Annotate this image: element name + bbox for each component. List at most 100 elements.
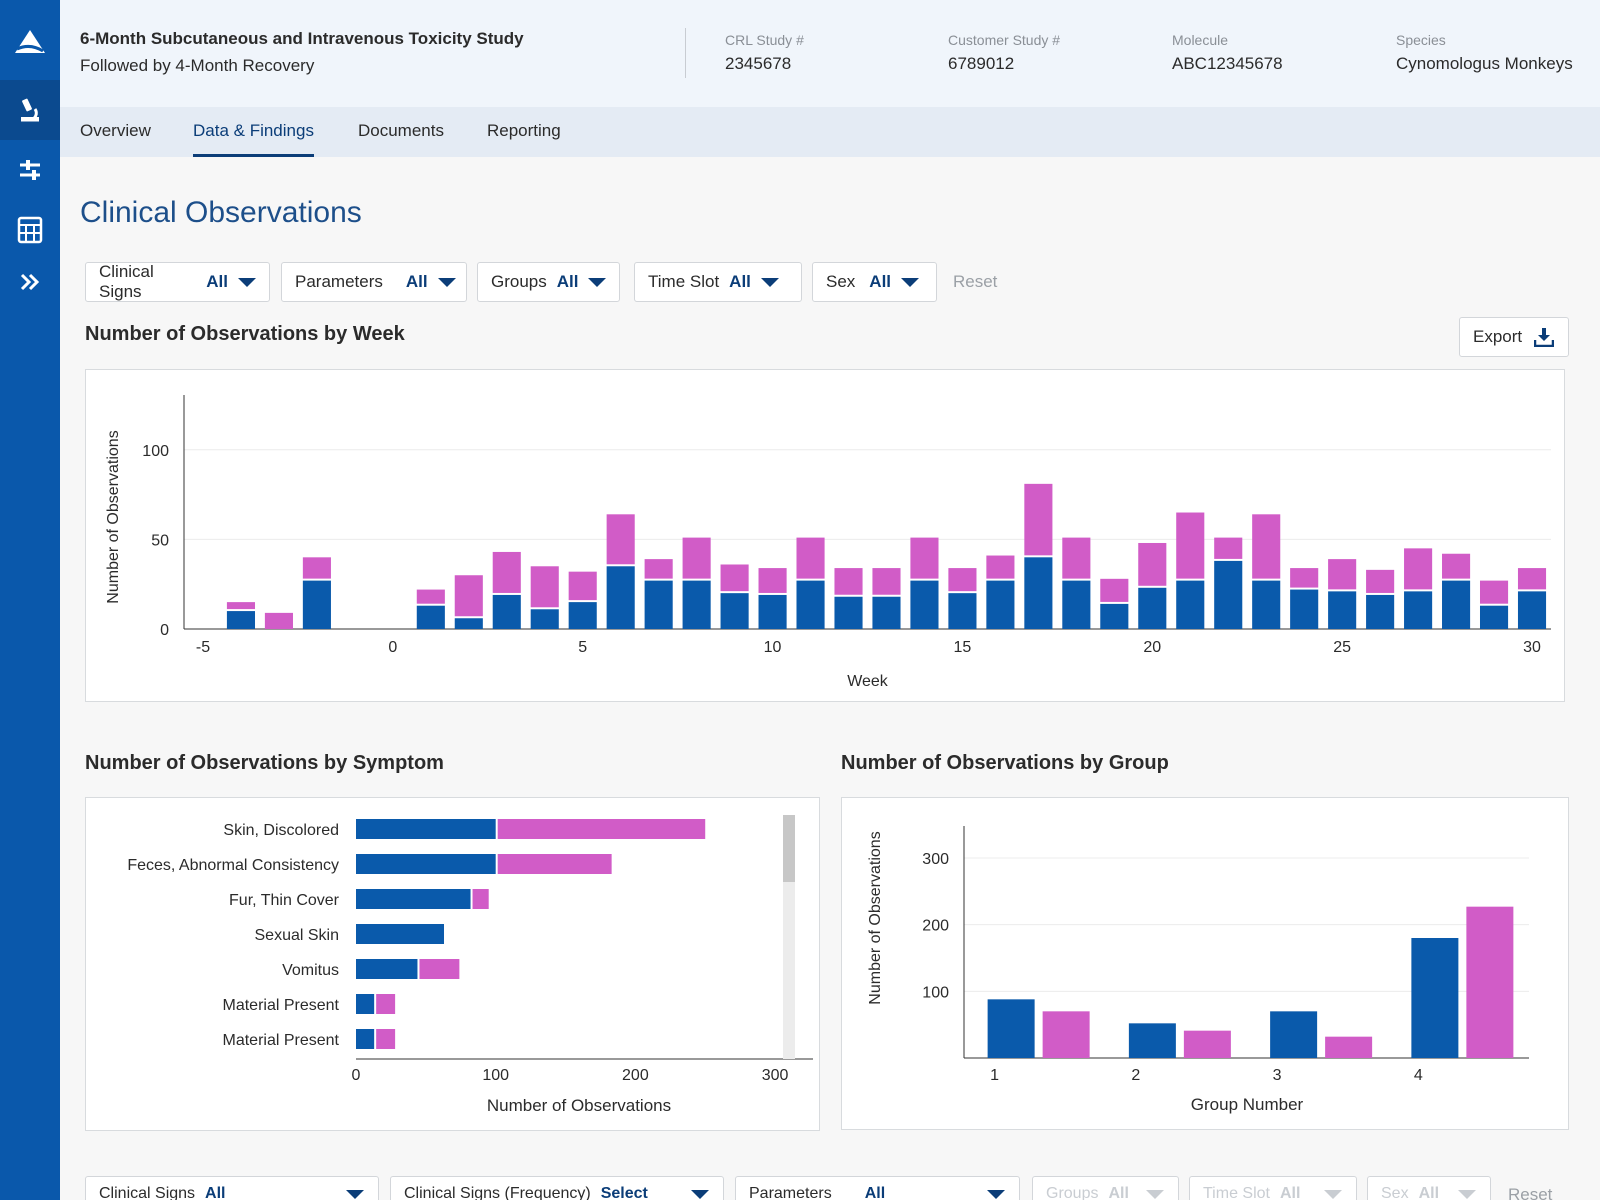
filter-parameters[interactable]: Parameters All [281, 262, 467, 302]
x-tick-label: 10 [764, 639, 782, 656]
bar-male [1100, 603, 1129, 629]
bottom-filter-sex[interactable]: Sex All [1367, 1176, 1491, 1200]
tab-overview[interactable]: Overview [80, 121, 151, 140]
bar-male [987, 999, 1035, 1058]
chevron-down-icon [437, 277, 456, 287]
chevron-down-icon [1324, 1190, 1342, 1199]
bar-female [720, 564, 749, 592]
meta-label: CRL Study # [725, 32, 804, 48]
bar-male [986, 580, 1015, 629]
chevron-down-icon [691, 1190, 709, 1199]
bottom-filter-parameters[interactable]: Parameters All [735, 1176, 1020, 1200]
filter-time-slot[interactable]: Time Slot All [634, 262, 802, 302]
meta-molecule: Molecule ABC12345678 [1172, 32, 1283, 74]
bar-male [1479, 605, 1509, 629]
bar-male [758, 594, 787, 629]
filter-value: All [405, 272, 428, 291]
bar-male [454, 618, 483, 629]
bar-female [796, 537, 825, 579]
tab-reporting[interactable]: Reporting [487, 121, 561, 140]
x-tick-label: 3 [1273, 1067, 1282, 1084]
filter-value: All [869, 272, 892, 291]
bar-female [644, 559, 673, 579]
page-title: Clinical Observations [80, 196, 362, 229]
meta-value: 6789012 [948, 54, 1015, 73]
category-label: Skin, Discolored [223, 822, 339, 839]
bar-female [530, 566, 559, 608]
reset-button[interactable]: Reset [953, 272, 998, 291]
bar-female [497, 854, 612, 874]
x-tick-label: 30 [1523, 639, 1541, 656]
y-tick-label: 100 [142, 443, 169, 460]
scrollbar-thumb[interactable] [783, 815, 795, 882]
tab-data-findings[interactable]: Data & Findings [193, 107, 314, 157]
category-label: Material Present [223, 1032, 340, 1049]
bar-female [492, 551, 521, 593]
bottom-filter-groups[interactable]: Groups All [1032, 1176, 1179, 1200]
filter-clinical-signs[interactable]: Clinical Signs All [85, 262, 270, 302]
bottom-filter-clinical-signs[interactable]: Clinical Signs All [85, 1176, 379, 1200]
tab-bar: Overview Data & Findings Documents Repor… [60, 107, 1600, 157]
bar-male [530, 609, 559, 629]
meta-value: 2345678 [725, 54, 792, 73]
bar-male [1214, 560, 1243, 629]
filter-label: Clinical Signs [99, 1185, 196, 1200]
bar-female [454, 575, 483, 617]
filter-label: Clinical Signs (Frequency) [404, 1185, 591, 1200]
filter-sex[interactable]: Sex All [812, 262, 937, 302]
export-button[interactable]: Export [1459, 317, 1569, 357]
chevron-down-icon [1458, 1190, 1476, 1199]
calculator-icon[interactable] [0, 200, 60, 260]
bar-female [1404, 548, 1433, 590]
bar-female [910, 537, 939, 579]
filter-groups[interactable]: Groups All [477, 262, 620, 302]
bar-male [492, 594, 521, 629]
bar-male [1442, 580, 1471, 629]
chevron-down-icon [987, 1190, 1005, 1199]
symptom-chart-title: Number of Observations by Symptom [85, 752, 444, 774]
meta-label: Species [1396, 32, 1446, 48]
meta-crl-study: CRL Study # 2345678 [725, 32, 804, 74]
bar-female [1024, 483, 1053, 556]
bar-female [1176, 512, 1205, 579]
bar-female [1325, 1036, 1373, 1058]
x-tick-label: 0 [388, 639, 397, 656]
filter-value: All [205, 1185, 226, 1200]
chevron-down-icon [346, 1190, 364, 1199]
bar-female [948, 568, 977, 592]
bar-male [356, 854, 496, 874]
download-icon [1534, 328, 1555, 347]
filter-value: All [864, 1185, 886, 1200]
bar-male [910, 580, 939, 629]
microscope-icon[interactable] [0, 80, 60, 140]
filter-label: Time Slot [1203, 1185, 1270, 1200]
bottom-reset-button[interactable]: Reset [1508, 1185, 1553, 1200]
symptom-observations-chart: Skin, Discolored Feces, Abnormal Consiste… [127, 815, 813, 1115]
tab-documents[interactable]: Documents [358, 121, 444, 140]
x-tick-label: 5 [578, 639, 587, 656]
sliders-icon[interactable] [0, 140, 60, 200]
meta-label: Molecule [1172, 32, 1229, 48]
bar-female [834, 568, 863, 595]
y-axis-label: Number of Observations [867, 831, 884, 1004]
bar-female [226, 602, 256, 610]
chevron-down-icon [760, 277, 779, 287]
bar-female [1466, 906, 1514, 1058]
bar-male [1128, 1023, 1176, 1058]
group-observations-chart: 100 200 300 1 2 3 4 Group Number Number of Obser… [867, 826, 1529, 1114]
x-tick-label: 100 [482, 1067, 509, 1084]
bar-female [416, 589, 445, 604]
expand-chevrons-icon[interactable] [0, 252, 60, 312]
bar-female [376, 1029, 396, 1049]
filter-label: Sex [826, 272, 856, 291]
bottom-filter-time-slot[interactable]: Time Slot All [1189, 1176, 1357, 1200]
x-tick-label: 1 [990, 1067, 999, 1084]
bar-male [356, 889, 471, 909]
logo-icon[interactable] [0, 12, 60, 72]
weekly-observations-chart: 0 50 100 -5 0 5 10 15 20 25 30 Week Number of Observ… [105, 395, 1551, 690]
symptom-chart-card: Skin, Discolored Feces, Abnormal Consiste… [85, 797, 820, 1131]
bar-male [226, 611, 256, 629]
bottom-filter-clinical-signs-frequency[interactable]: Clinical Signs (Frequency) Select [390, 1176, 724, 1200]
filter-value: All [1108, 1185, 1129, 1200]
bar-female [758, 568, 787, 593]
